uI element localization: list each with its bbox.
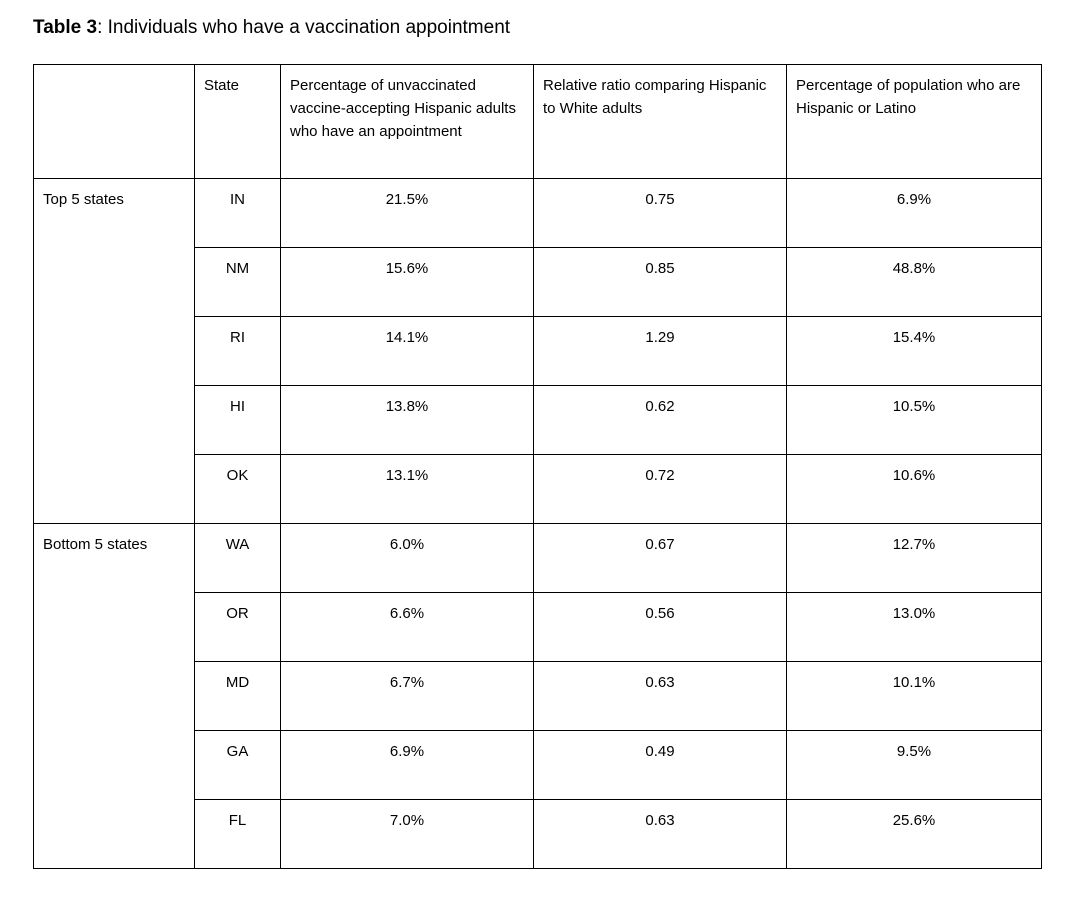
state-cell: IN bbox=[194, 178, 281, 248]
relative-ratio-cell: 1.29 bbox=[533, 316, 787, 386]
state-cell: OR bbox=[194, 592, 281, 662]
table-row-nm: NM 15.6% 0.85 48.8% bbox=[34, 247, 1042, 317]
table-caption-text: : Individuals who have a vaccination app… bbox=[97, 17, 511, 38]
pct-appointment-cell: 13.1% bbox=[280, 454, 534, 524]
pct-appointment-cell: 6.0% bbox=[280, 523, 534, 593]
relative-ratio-cell: 0.63 bbox=[533, 661, 787, 731]
pct-population-cell: 10.6% bbox=[786, 454, 1042, 524]
pct-appointment-cell: 15.6% bbox=[280, 247, 534, 317]
pct-population-cell: 10.1% bbox=[786, 661, 1042, 731]
header-row: State Percentage of unvaccinated vaccine… bbox=[33, 64, 1042, 179]
state-cell: GA bbox=[194, 730, 281, 800]
pct-population-cell: 12.7% bbox=[786, 523, 1042, 593]
relative-ratio-cell: 0.85 bbox=[533, 247, 787, 317]
header-pct-population: Percentage of population who are Hispani… bbox=[786, 64, 1042, 179]
table-row-wa: Bottom 5 states WA 6.0% 0.67 12.7% bbox=[33, 523, 1042, 869]
header-pct-appointment: Percentage of unvaccinated vaccine-accep… bbox=[280, 64, 534, 179]
pct-population-cell: 10.5% bbox=[786, 385, 1042, 455]
table-row-ok: OK 13.1% 0.72 10.6% bbox=[34, 454, 1042, 524]
table-row-ri: RI 14.1% 1.29 15.4% bbox=[34, 316, 1042, 386]
table-row-hi: HI 13.8% 0.62 10.5% bbox=[34, 385, 1042, 455]
table-caption: Table 3: Individuals who have a vaccinat… bbox=[33, 15, 510, 41]
pct-population-cell: 6.9% bbox=[786, 178, 1042, 248]
state-cell: RI bbox=[194, 316, 281, 386]
relative-ratio-cell: 0.72 bbox=[533, 454, 787, 524]
pct-appointment-cell: 14.1% bbox=[280, 316, 534, 386]
pct-appointment-cell: 6.6% bbox=[280, 592, 534, 662]
relative-ratio-cell: 0.49 bbox=[533, 730, 787, 800]
table-row-ga: GA 6.9% 0.49 9.5% bbox=[34, 730, 1042, 800]
state-cell: MD bbox=[194, 661, 281, 731]
table-row-in: Top 5 states IN 21.5% 0.75 6.9% bbox=[33, 178, 1042, 524]
relative-ratio-cell: 0.56 bbox=[533, 592, 787, 662]
state-cell: FL bbox=[194, 799, 281, 869]
group-label-bottom5: Bottom 5 states bbox=[33, 523, 195, 869]
pct-population-cell: 15.4% bbox=[786, 316, 1042, 386]
state-cell: NM bbox=[194, 247, 281, 317]
pct-appointment-cell: 13.8% bbox=[280, 385, 534, 455]
state-cell: HI bbox=[194, 385, 281, 455]
header-relative-ratio: Relative ratio comparing Hispanic to Whi… bbox=[533, 64, 787, 179]
pct-appointment-cell: 6.9% bbox=[280, 730, 534, 800]
state-cell: WA bbox=[194, 523, 281, 593]
state-cell: OK bbox=[194, 454, 281, 524]
table-row-fl: FL 7.0% 0.63 25.6% bbox=[34, 799, 1042, 869]
pct-population-cell: 48.8% bbox=[786, 247, 1042, 317]
pct-population-cell: 25.6% bbox=[786, 799, 1042, 869]
relative-ratio-cell: 0.63 bbox=[533, 799, 787, 869]
relative-ratio-cell: 0.62 bbox=[533, 385, 787, 455]
pct-appointment-cell: 21.5% bbox=[280, 178, 534, 248]
pct-population-cell: 13.0% bbox=[786, 592, 1042, 662]
group-label-top5: Top 5 states bbox=[33, 178, 195, 524]
pct-population-cell: 9.5% bbox=[786, 730, 1042, 800]
header-state: State bbox=[194, 64, 281, 179]
table-caption-label: Table 3 bbox=[33, 17, 98, 38]
relative-ratio-cell: 0.75 bbox=[533, 178, 787, 248]
table-row-or: OR 6.6% 0.56 13.0% bbox=[34, 592, 1042, 662]
relative-ratio-cell: 0.67 bbox=[533, 523, 787, 593]
header-empty-cell bbox=[33, 64, 195, 179]
table-row-md: MD 6.7% 0.63 10.1% bbox=[34, 661, 1042, 731]
pct-appointment-cell: 7.0% bbox=[280, 799, 534, 869]
pct-appointment-cell: 6.7% bbox=[280, 661, 534, 731]
vaccination-appointment-table: State Percentage of unvaccinated vaccine… bbox=[33, 64, 1042, 869]
